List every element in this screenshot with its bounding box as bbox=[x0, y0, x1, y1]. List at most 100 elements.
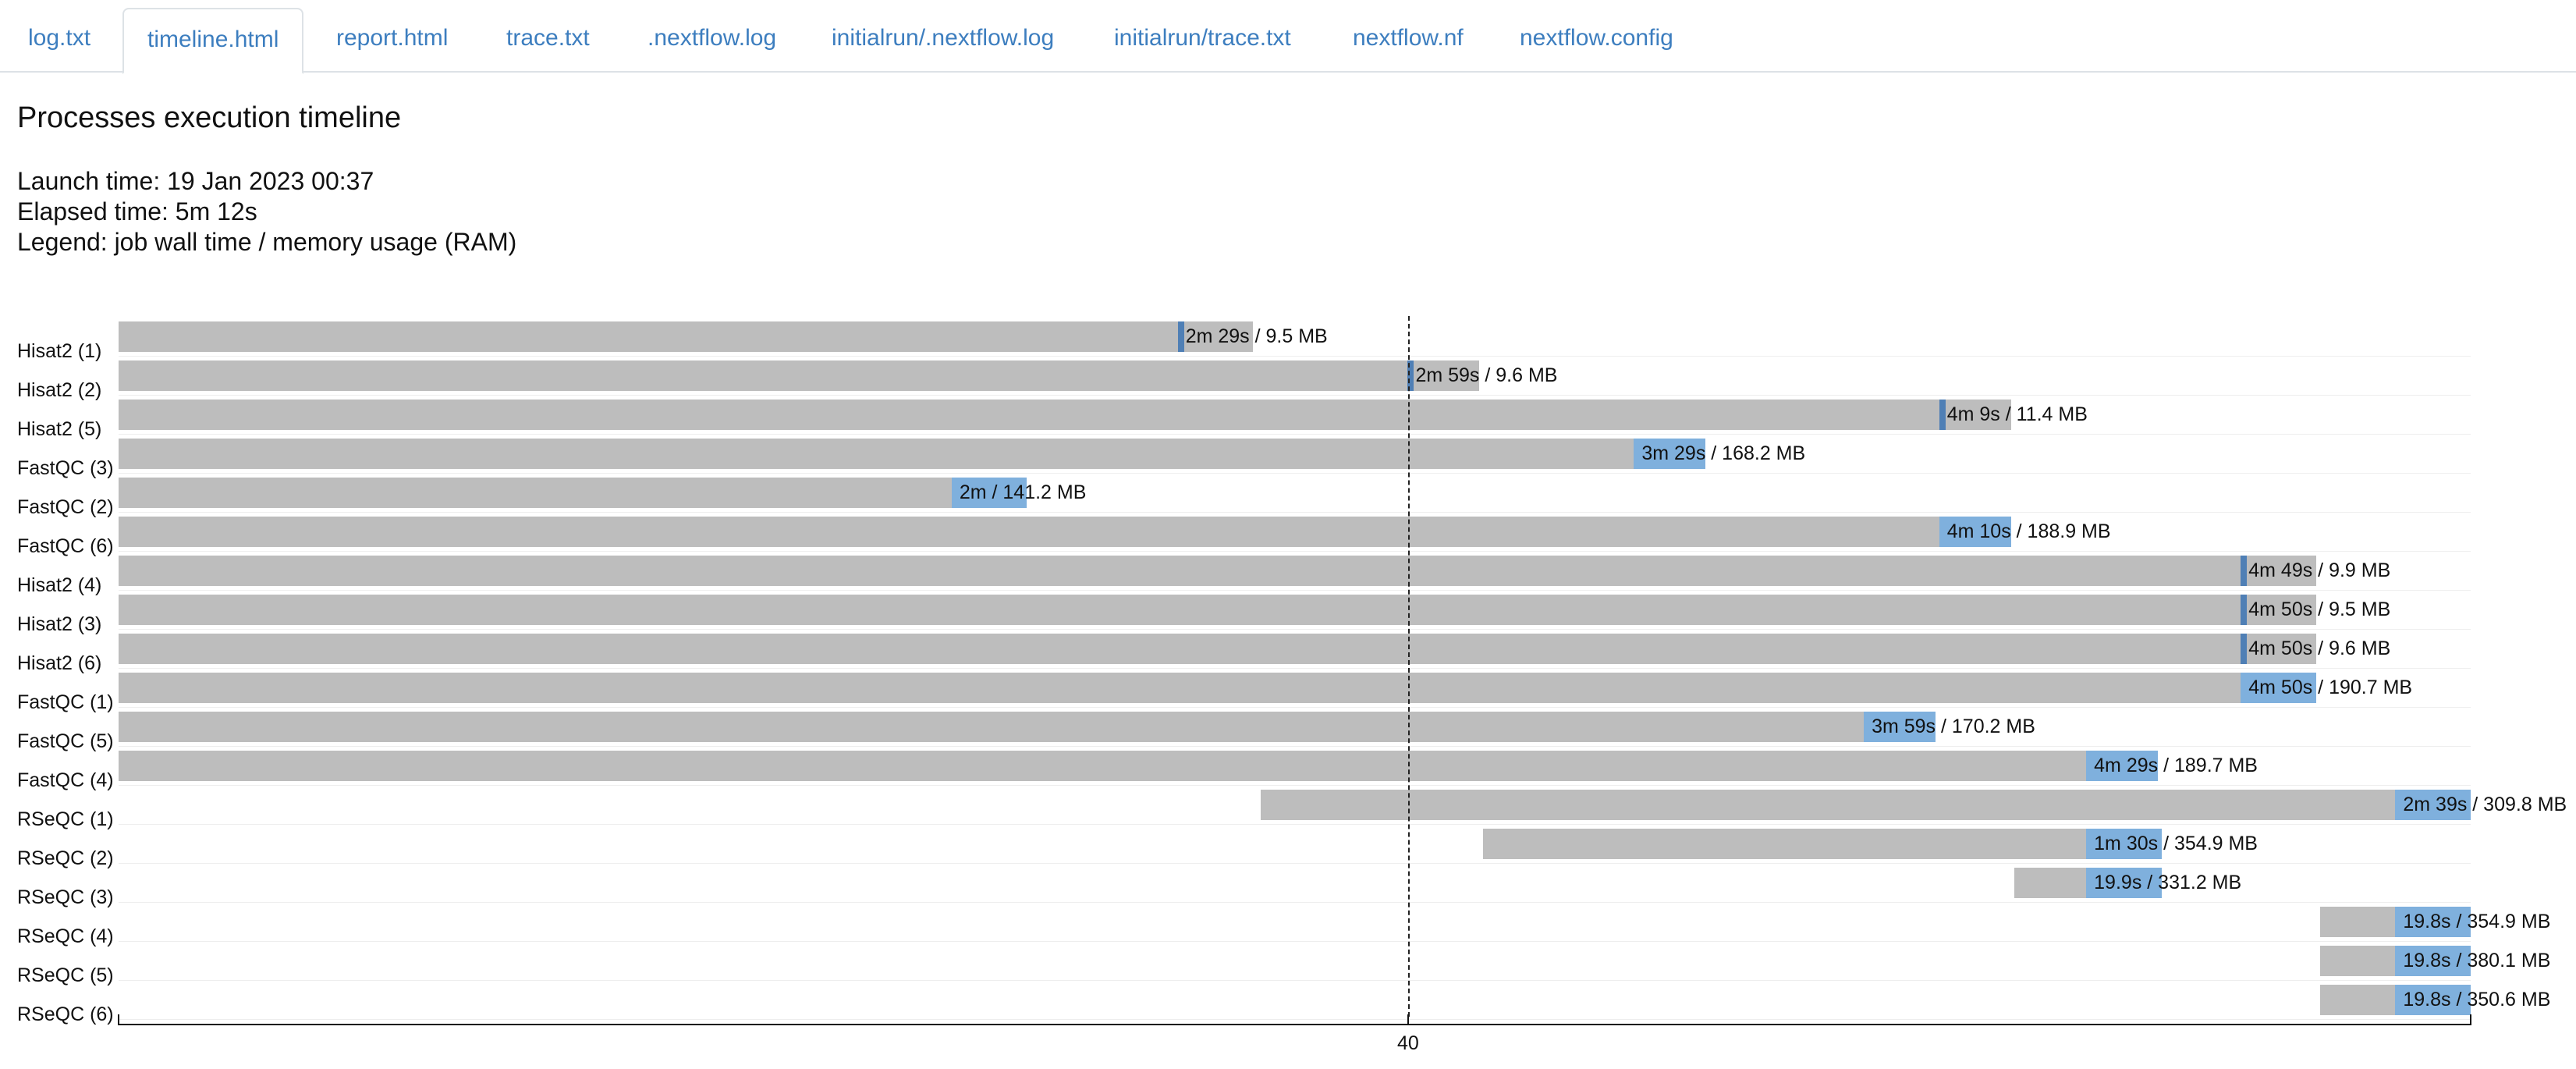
tab-trace-txt[interactable]: trace.txt bbox=[506, 25, 590, 51]
process-bar[interactable] bbox=[119, 751, 2158, 781]
process-bar-label: 1m 30s / 354.9 MB bbox=[2094, 829, 2258, 859]
memory-value: / 141.2 MB bbox=[986, 481, 1087, 503]
memory-value: / 9.5 MB bbox=[1249, 325, 1328, 347]
process-label: Hisat2 (5) bbox=[17, 418, 102, 440]
process-bar[interactable] bbox=[119, 712, 1936, 742]
process-bar[interactable] bbox=[119, 634, 2316, 664]
row-divider bbox=[119, 941, 2471, 942]
x-axis bbox=[119, 1024, 2471, 1025]
memory-value: / 168.2 MB bbox=[1705, 442, 1806, 464]
row-divider bbox=[119, 512, 2471, 513]
process-bar-label: 4m 50s / 9.5 MB bbox=[2248, 595, 2390, 625]
process-bar-label: 4m 29s / 189.7 MB bbox=[2094, 751, 2258, 781]
process-label: FastQC (1) bbox=[17, 691, 114, 713]
process-bar[interactable] bbox=[119, 360, 1480, 391]
wall-time-value: 19.8s bbox=[2403, 989, 2451, 1010]
x-axis-tick-40 bbox=[1407, 1014, 1409, 1025]
wall-time-value: 3m 59s bbox=[1872, 716, 1936, 737]
wall-time-value: 4m 29s bbox=[2094, 755, 2159, 776]
row-divider bbox=[119, 1019, 2471, 1020]
x-axis-tick-end bbox=[2470, 1014, 2471, 1025]
process-bar-label: 2m 29s / 9.5 MB bbox=[1186, 321, 1328, 352]
memory-value: / 331.2 MB bbox=[2141, 872, 2242, 893]
row-divider bbox=[119, 356, 2471, 357]
process-bar[interactable] bbox=[119, 556, 2316, 586]
process-run-segment bbox=[2241, 595, 2248, 625]
wall-time-value: 4m 49s bbox=[2248, 559, 2313, 581]
tab-timeline-html[interactable]: timeline.html bbox=[122, 8, 304, 74]
process-bar[interactable] bbox=[119, 400, 2011, 430]
process-run-segment bbox=[951, 478, 1027, 508]
row-divider bbox=[119, 629, 2471, 630]
memory-value: / 188.9 MB bbox=[2010, 520, 2111, 542]
tab-nextflow-nf[interactable]: nextflow.nf bbox=[1353, 25, 1464, 51]
memory-value: / 190.7 MB bbox=[2312, 677, 2413, 698]
process-run-segment bbox=[2086, 868, 2162, 898]
row-divider bbox=[119, 668, 2471, 669]
tab-nextflow-config[interactable]: nextflow.config bbox=[1520, 25, 1673, 51]
row-divider bbox=[119, 746, 2471, 747]
wall-time-value: 19.8s bbox=[2403, 911, 2451, 932]
process-run-segment bbox=[2395, 985, 2471, 1015]
process-run-segment bbox=[2241, 556, 2248, 586]
process-run-segment bbox=[1939, 517, 2011, 547]
process-run-segment bbox=[2241, 673, 2316, 703]
wall-time-value: 4m 50s bbox=[2248, 677, 2313, 698]
tab-report-html[interactable]: report.html bbox=[336, 25, 449, 51]
process-bar[interactable] bbox=[119, 478, 1027, 508]
process-run-segment bbox=[1634, 439, 1706, 469]
tab-initialrun-trace-txt[interactable]: initialrun/trace.txt bbox=[1114, 25, 1291, 51]
process-bar[interactable] bbox=[1261, 790, 2471, 820]
process-label: Hisat2 (3) bbox=[17, 613, 102, 635]
process-run-segment bbox=[1407, 360, 1414, 391]
process-bar-label: 19.9s / 331.2 MB bbox=[2094, 868, 2241, 898]
process-run-segment bbox=[2395, 790, 2471, 820]
process-bar-label: 2m / 141.2 MB bbox=[960, 478, 1087, 508]
memory-value: / 189.7 MB bbox=[2158, 755, 2258, 776]
row-divider bbox=[119, 434, 2471, 435]
memory-value: / 350.6 MB bbox=[2450, 989, 2551, 1010]
row-divider bbox=[119, 473, 2471, 474]
x-axis-tick-label: 40 bbox=[1397, 1032, 1419, 1054]
row-divider bbox=[119, 902, 2471, 903]
process-bar[interactable] bbox=[1483, 829, 2162, 859]
tab-initialrun-nextflow-log[interactable]: initialrun/.nextflow.log bbox=[832, 25, 1055, 51]
process-bar-label: 3m 29s / 168.2 MB bbox=[1641, 439, 1805, 469]
row-divider bbox=[119, 707, 2471, 708]
wall-time-value: 1m 30s bbox=[2094, 833, 2159, 854]
process-label: Hisat2 (1) bbox=[17, 340, 102, 362]
process-label: RSeQC (1) bbox=[17, 808, 114, 830]
wall-time-value: 2m 29s bbox=[1185, 325, 1250, 347]
process-bar[interactable] bbox=[119, 439, 1706, 469]
process-bar-label: 2m 59s / 9.6 MB bbox=[1415, 360, 1557, 391]
process-label: RSeQC (3) bbox=[17, 886, 114, 908]
row-divider bbox=[119, 395, 2471, 396]
wall-time-value: 2m bbox=[959, 481, 987, 503]
page-title: Processes execution timeline bbox=[17, 101, 402, 134]
wall-time-value: 4m 50s bbox=[2248, 598, 2313, 620]
wall-time-value: 3m 29s bbox=[1641, 442, 1706, 464]
process-label: FastQC (5) bbox=[17, 730, 114, 752]
wall-time-value: 4m 50s bbox=[2248, 637, 2313, 659]
process-label: FastQC (2) bbox=[17, 496, 114, 518]
process-label: Hisat2 (4) bbox=[17, 574, 102, 596]
row-divider bbox=[119, 590, 2471, 591]
tab-nextflow-log[interactable]: .nextflow.log bbox=[648, 25, 777, 51]
memory-value: / 11.4 MB bbox=[1999, 403, 2088, 425]
wall-time-value: 19.9s bbox=[2094, 872, 2142, 893]
wall-time-value: 4m 10s bbox=[1946, 520, 2011, 542]
process-bar[interactable] bbox=[119, 321, 1254, 352]
process-bar[interactable] bbox=[119, 595, 2316, 625]
legend-text: Legend: job wall time / memory usage (RA… bbox=[17, 228, 517, 256]
process-bar[interactable] bbox=[119, 517, 2011, 547]
process-run-segment bbox=[2086, 751, 2158, 781]
process-bar[interactable] bbox=[119, 673, 2316, 703]
process-run-segment bbox=[2241, 634, 2248, 664]
tab-log-txt[interactable]: log.txt bbox=[28, 25, 91, 51]
process-run-segment bbox=[2395, 946, 2471, 976]
row-divider bbox=[119, 980, 2471, 981]
row-divider bbox=[119, 824, 2471, 825]
process-bar-label: 19.8s / 380.1 MB bbox=[2403, 946, 2550, 976]
process-label: Hisat2 (6) bbox=[17, 652, 102, 674]
time-marker-line bbox=[1408, 316, 1410, 1017]
